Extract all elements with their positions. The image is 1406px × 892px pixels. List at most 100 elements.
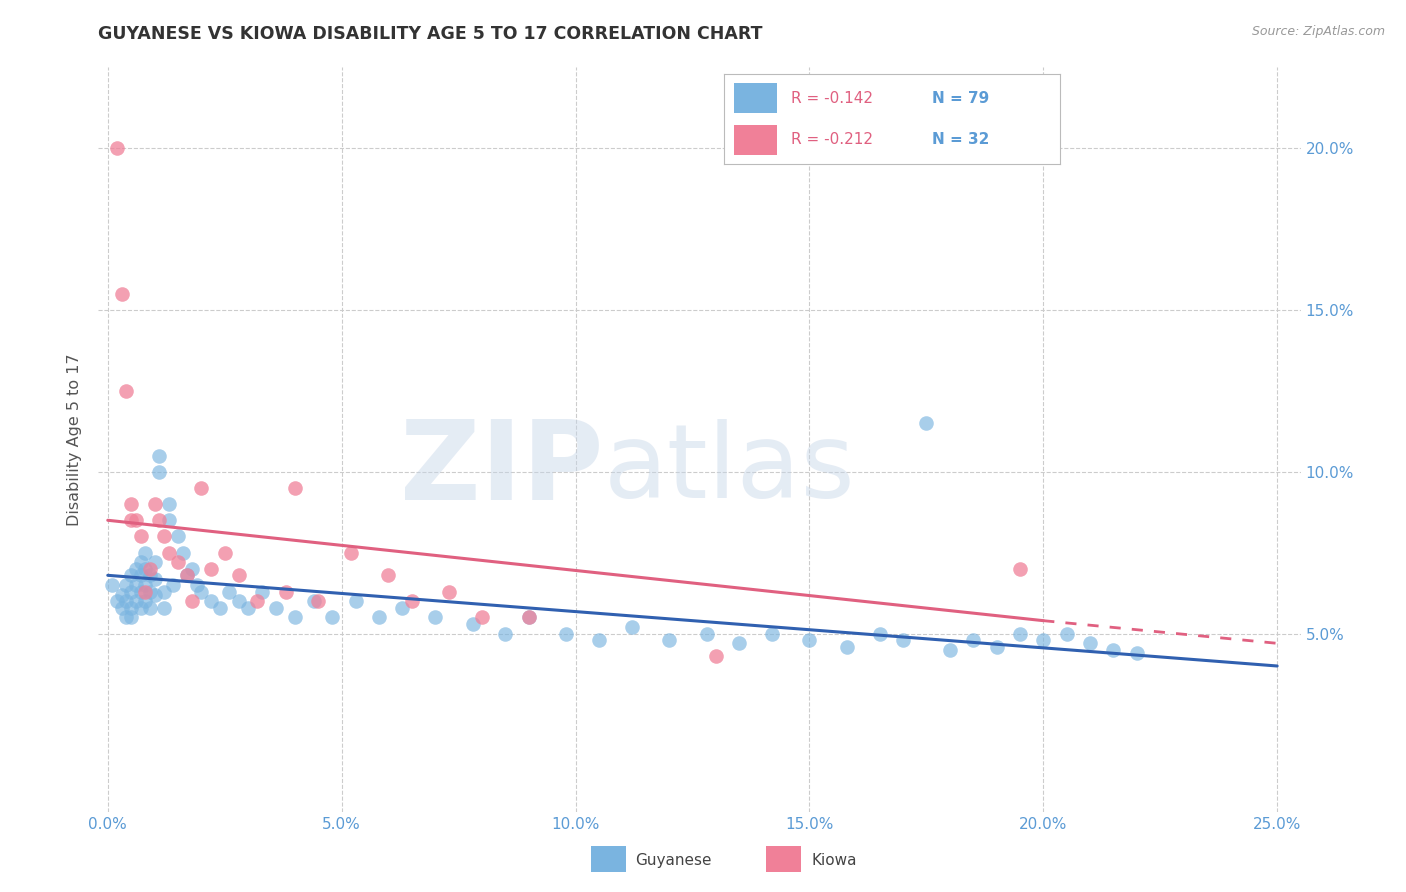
Point xyxy=(377,568,399,582)
Point xyxy=(129,555,152,569)
Point xyxy=(101,578,124,592)
Point xyxy=(321,610,343,624)
Point xyxy=(284,610,307,624)
Point xyxy=(391,600,413,615)
Point xyxy=(1102,642,1125,657)
Point xyxy=(120,568,142,582)
Point xyxy=(1008,626,1031,640)
Point xyxy=(115,384,138,398)
Point xyxy=(120,584,142,599)
Point xyxy=(461,616,484,631)
Point xyxy=(111,286,134,301)
Point xyxy=(284,481,307,495)
Point xyxy=(148,465,170,479)
Point xyxy=(761,626,783,640)
Point xyxy=(517,610,540,624)
Point xyxy=(162,578,184,592)
Point xyxy=(799,633,821,648)
Point xyxy=(167,555,190,569)
Point xyxy=(218,584,240,599)
Point xyxy=(129,584,152,599)
Point xyxy=(302,594,325,608)
Point xyxy=(517,610,540,624)
Point xyxy=(120,513,142,527)
Point xyxy=(1126,646,1149,660)
Point xyxy=(658,633,681,648)
Point xyxy=(143,555,166,569)
Point xyxy=(134,546,156,560)
Point xyxy=(172,546,194,560)
Point xyxy=(1056,626,1078,640)
Point xyxy=(139,584,162,599)
Point xyxy=(401,594,423,608)
Point xyxy=(471,610,494,624)
Text: Kiowa: Kiowa xyxy=(811,854,856,868)
Point xyxy=(1078,636,1101,650)
Point xyxy=(368,610,391,624)
Point xyxy=(588,633,610,648)
Point xyxy=(115,578,138,592)
Text: ZIP: ZIP xyxy=(399,416,603,523)
Point xyxy=(425,610,447,624)
Point xyxy=(246,594,269,608)
Point xyxy=(153,600,176,615)
Point xyxy=(125,578,148,592)
Point xyxy=(134,578,156,592)
Text: Guyanese: Guyanese xyxy=(636,854,711,868)
Point xyxy=(208,600,231,615)
Point xyxy=(105,141,128,155)
Point xyxy=(148,449,170,463)
Point xyxy=(264,600,287,615)
Point xyxy=(153,529,176,543)
Point xyxy=(704,649,727,664)
Point xyxy=(139,562,162,576)
Point xyxy=(695,626,717,640)
Point xyxy=(1032,633,1054,648)
Point xyxy=(167,529,190,543)
Point xyxy=(139,568,162,582)
Point xyxy=(120,610,142,624)
Point xyxy=(120,497,142,511)
Point xyxy=(181,562,204,576)
Point xyxy=(915,416,938,430)
Point xyxy=(986,640,1008,654)
Point xyxy=(176,568,198,582)
Point xyxy=(494,626,516,640)
Point xyxy=(176,568,198,582)
Point xyxy=(125,594,148,608)
Point xyxy=(307,594,329,608)
Point xyxy=(869,626,891,640)
Text: GUYANESE VS KIOWA DISABILITY AGE 5 TO 17 CORRELATION CHART: GUYANESE VS KIOWA DISABILITY AGE 5 TO 17… xyxy=(98,25,763,43)
Point xyxy=(728,636,751,650)
Point xyxy=(157,497,180,511)
Point xyxy=(125,562,148,576)
Point xyxy=(181,594,204,608)
Point xyxy=(228,594,250,608)
Point xyxy=(835,640,858,654)
Point xyxy=(186,578,208,592)
Point xyxy=(148,513,170,527)
Point xyxy=(134,594,156,608)
Point xyxy=(938,642,960,657)
Point xyxy=(129,600,152,615)
Point xyxy=(200,562,222,576)
Point xyxy=(157,546,180,560)
Point xyxy=(200,594,222,608)
Point xyxy=(555,626,578,640)
Point xyxy=(153,584,176,599)
Point xyxy=(1008,562,1031,576)
Point xyxy=(143,588,166,602)
Point xyxy=(129,568,152,582)
Point xyxy=(439,584,461,599)
Point xyxy=(891,633,914,648)
Point xyxy=(134,584,156,599)
Text: atlas: atlas xyxy=(603,418,855,520)
Point xyxy=(134,562,156,576)
Point xyxy=(274,584,297,599)
Point xyxy=(962,633,984,648)
Point xyxy=(115,594,138,608)
Point xyxy=(111,600,134,615)
Y-axis label: Disability Age 5 to 17: Disability Age 5 to 17 xyxy=(67,353,83,525)
Point xyxy=(157,513,180,527)
Point xyxy=(115,610,138,624)
